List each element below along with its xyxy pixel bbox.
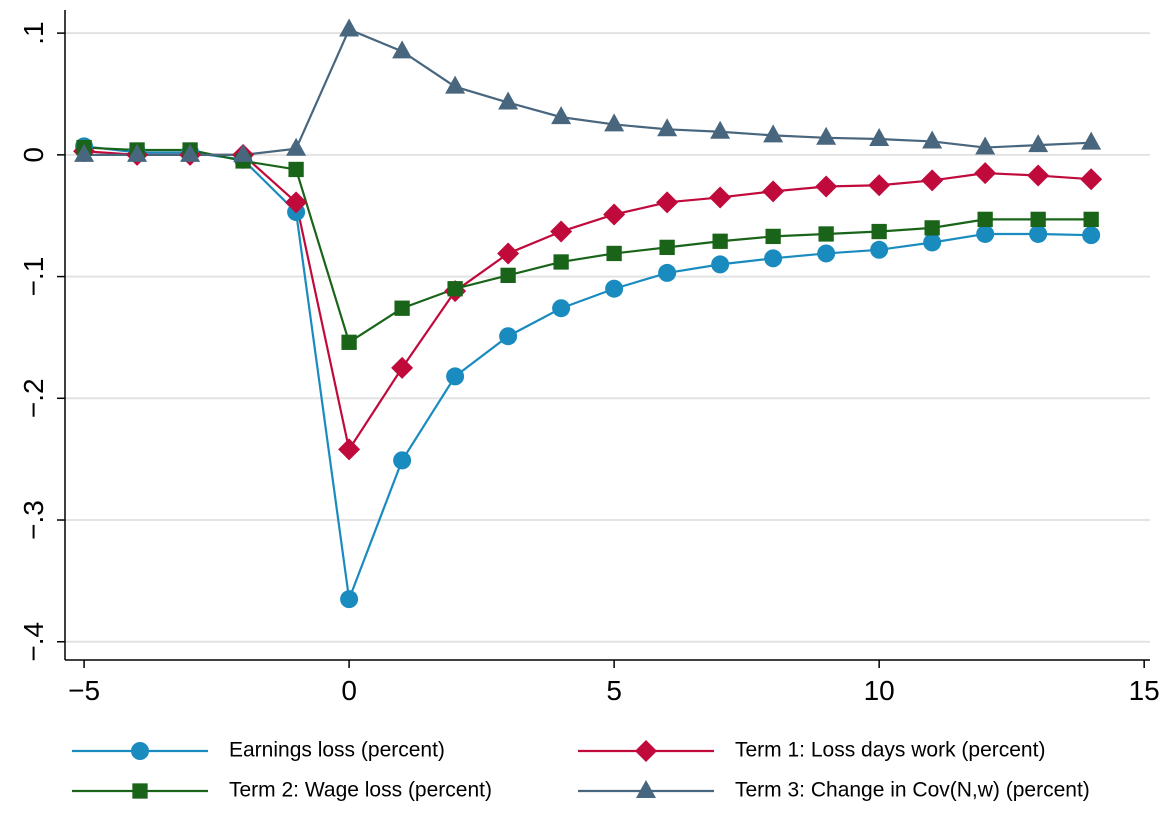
marker bbox=[922, 130, 943, 149]
marker bbox=[1030, 211, 1046, 228]
marker bbox=[339, 18, 360, 37]
marker bbox=[447, 281, 463, 297]
marker bbox=[552, 299, 571, 318]
series-line bbox=[83, 145, 1092, 600]
series-line bbox=[84, 150, 1092, 453]
marker bbox=[710, 120, 731, 139]
marker bbox=[871, 223, 887, 240]
x-tick-label: 5 bbox=[606, 675, 622, 706]
marker bbox=[553, 254, 569, 270]
marker bbox=[605, 279, 624, 298]
y-tick-label: 0 bbox=[18, 147, 49, 163]
marker bbox=[869, 128, 890, 147]
marker bbox=[923, 233, 942, 252]
marker bbox=[392, 40, 413, 59]
marker bbox=[763, 124, 784, 143]
marker bbox=[817, 244, 836, 263]
marker bbox=[74, 143, 95, 162]
marker bbox=[1082, 226, 1101, 245]
marker bbox=[657, 118, 678, 137]
y-tick-label: −.1 bbox=[18, 257, 49, 297]
marker bbox=[603, 203, 626, 226]
marker bbox=[338, 438, 361, 461]
marker bbox=[500, 267, 516, 284]
legend-label: Term 2: Wage loss (percent) bbox=[229, 779, 492, 802]
marker bbox=[445, 75, 466, 94]
marker bbox=[606, 245, 622, 262]
marker bbox=[391, 356, 414, 379]
legend-marker bbox=[636, 780, 656, 798]
marker bbox=[288, 161, 304, 178]
marker bbox=[762, 180, 785, 203]
y-tick-label: −.3 bbox=[18, 500, 49, 540]
marker bbox=[816, 126, 837, 145]
marker bbox=[341, 334, 357, 350]
marker bbox=[497, 242, 520, 265]
legend-marker bbox=[131, 742, 149, 760]
x-tick-label: 15 bbox=[1129, 675, 1160, 706]
legend-marker bbox=[635, 740, 657, 762]
series-line bbox=[84, 28, 1092, 156]
x-tick-label: 10 bbox=[864, 675, 895, 706]
marker bbox=[1080, 168, 1103, 191]
series-line bbox=[84, 146, 1092, 345]
marker bbox=[765, 228, 781, 245]
marker bbox=[818, 226, 834, 242]
marker bbox=[550, 220, 573, 243]
marker bbox=[974, 162, 997, 185]
legend-label: Term 1: Loss days work (percent) bbox=[735, 739, 1045, 762]
marker bbox=[393, 451, 412, 470]
y-tick-label: .1 bbox=[18, 21, 49, 44]
y-tick-label: −.2 bbox=[18, 378, 49, 418]
marker bbox=[1028, 134, 1049, 153]
marker bbox=[870, 240, 889, 259]
marker bbox=[604, 113, 625, 132]
marker bbox=[764, 249, 783, 268]
marker bbox=[233, 143, 254, 162]
marker bbox=[446, 367, 465, 386]
legend-label: Term 3: Change in Cov(N,w) (percent) bbox=[735, 779, 1090, 802]
marker bbox=[975, 136, 996, 155]
marker bbox=[921, 169, 944, 192]
legend: Earnings loss (percent) Term 1: Loss days… bbox=[72, 739, 1090, 802]
marker bbox=[815, 175, 838, 198]
marker bbox=[340, 590, 359, 609]
marker bbox=[127, 143, 148, 162]
marker bbox=[977, 211, 993, 228]
marker bbox=[1029, 224, 1048, 243]
marker bbox=[659, 239, 675, 256]
marker bbox=[1083, 211, 1099, 228]
marker bbox=[976, 224, 995, 243]
marker bbox=[499, 327, 518, 346]
x-tick-label: −5 bbox=[68, 675, 100, 706]
x-tick-label: 0 bbox=[341, 675, 357, 706]
marker bbox=[394, 300, 410, 316]
marker bbox=[924, 220, 940, 236]
marker bbox=[711, 255, 730, 274]
marker bbox=[1081, 131, 1102, 150]
marker bbox=[712, 233, 728, 249]
marker bbox=[656, 191, 679, 214]
marker bbox=[551, 106, 572, 125]
marker bbox=[709, 186, 732, 209]
marker bbox=[658, 263, 677, 282]
marker bbox=[286, 137, 307, 156]
legend-marker bbox=[132, 783, 148, 799]
legend-label: Earnings loss (percent) bbox=[229, 739, 445, 762]
marker bbox=[180, 143, 201, 162]
marker bbox=[498, 91, 519, 110]
marker bbox=[1027, 164, 1050, 187]
marker bbox=[285, 191, 308, 214]
y-tick-label: −.4 bbox=[18, 622, 49, 662]
marker bbox=[868, 174, 891, 197]
